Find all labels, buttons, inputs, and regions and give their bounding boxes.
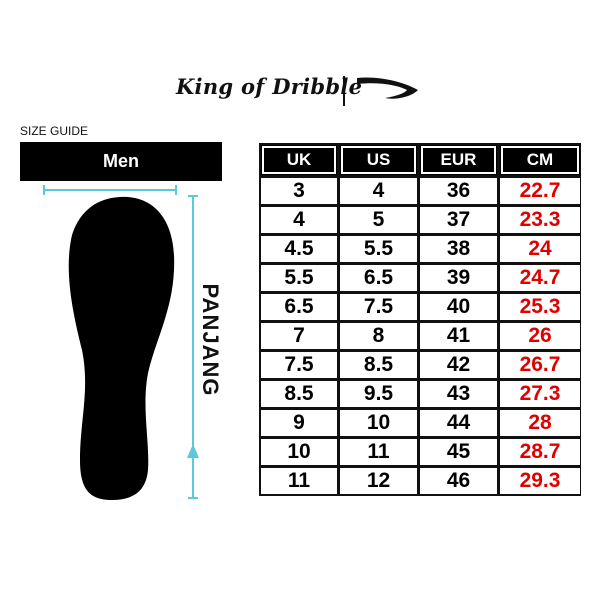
table-cell-us: 9.5	[340, 381, 417, 407]
table-cell-cm: 26	[500, 323, 580, 349]
column-header-us: US	[340, 145, 417, 175]
table-cell-eur: 44	[420, 410, 497, 436]
table-cell-uk: 7.5	[261, 352, 337, 378]
table-cell-us: 4	[340, 178, 417, 204]
table-cell-cm: 29.3	[500, 468, 580, 494]
table-cell-cm: 22.7	[500, 178, 580, 204]
table-cell-cm: 24.7	[500, 265, 580, 291]
swoosh-icon	[357, 77, 418, 99]
table-cell-eur: 39	[420, 265, 497, 291]
table-cell-us: 12	[340, 468, 417, 494]
table-cell-uk: 7	[261, 323, 337, 349]
table-cell-us: 8	[340, 323, 417, 349]
size-guide-label: SIZE GUIDE	[20, 124, 89, 138]
column-header-cm: CM	[500, 145, 580, 175]
width-arrow	[43, 185, 177, 195]
foot-diagram	[43, 185, 199, 500]
table-cell-eur: 38	[420, 236, 497, 262]
table-cell-us: 10	[340, 410, 417, 436]
table-cell-cm: 28	[500, 410, 580, 436]
table-cell-eur: 36	[420, 178, 497, 204]
table-cell-uk: 4	[261, 207, 337, 233]
table-cell-eur: 45	[420, 439, 497, 465]
table-cell-uk: 6.5	[261, 294, 337, 320]
table-cell-cm: 27.3	[500, 381, 580, 407]
column-header-eur: EUR	[420, 145, 497, 175]
table-cell-cm: 23.3	[500, 207, 580, 233]
table-cell-uk: 11	[261, 468, 337, 494]
column-header-uk: UK	[261, 145, 337, 175]
brand-divider	[343, 76, 345, 106]
brand-name: King of Dribble	[176, 74, 363, 99]
length-label: PANJANG	[198, 283, 223, 397]
table-cell-cm: 24	[500, 236, 580, 262]
footprint-icon	[68, 196, 175, 500]
table-cell-uk: 8.5	[261, 381, 337, 407]
gender-header: Men	[20, 142, 222, 181]
table-cell-uk: 4.5	[261, 236, 337, 262]
table-cell-uk: 10	[261, 439, 337, 465]
table-cell-uk: 9	[261, 410, 337, 436]
table-cell-cm: 28.7	[500, 439, 580, 465]
table-cell-us: 7.5	[340, 294, 417, 320]
table-cell-eur: 43	[420, 381, 497, 407]
table-cell-us: 11	[340, 439, 417, 465]
table-cell-uk: 3	[261, 178, 337, 204]
table-cell-us: 5	[340, 207, 417, 233]
table-cell-eur: 46	[420, 468, 497, 494]
length-arrow	[187, 195, 199, 499]
table-cell-us: 6.5	[340, 265, 417, 291]
table-cell-eur: 42	[420, 352, 497, 378]
size-table: UK US EUR CM 3 4 36 22.7 4 5 37 23.3 4.5 5.5 38 24 5.5 6.…	[259, 143, 581, 496]
table-cell-us: 8.5	[340, 352, 417, 378]
table-cell-eur: 37	[420, 207, 497, 233]
table-cell-eur: 40	[420, 294, 497, 320]
table-cell-uk: 5.5	[261, 265, 337, 291]
table-cell-cm: 26.7	[500, 352, 580, 378]
table-cell-eur: 41	[420, 323, 497, 349]
table-cell-cm: 25.3	[500, 294, 580, 320]
table-cell-us: 5.5	[340, 236, 417, 262]
